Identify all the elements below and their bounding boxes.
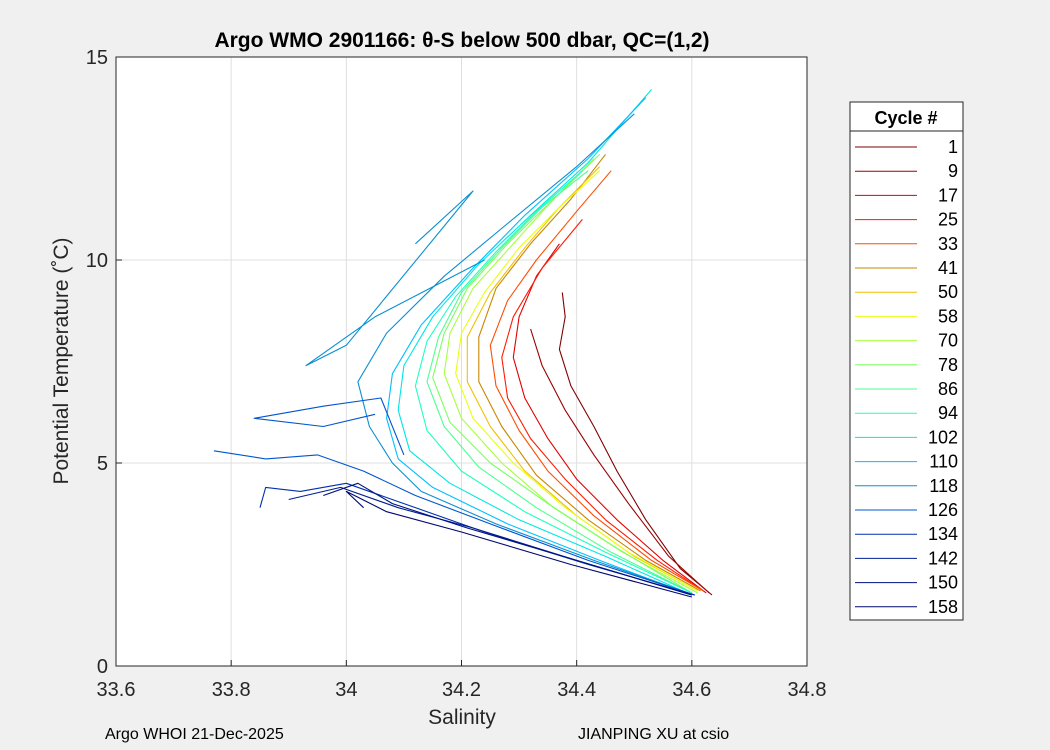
grid [116,57,807,666]
y-axis-label: Potential Temperature (˚C) [50,237,73,484]
x-axis-label: Salinity [428,706,496,729]
series-line-118 [357,113,695,596]
legend-label: 9 [948,161,958,181]
legend-label: 134 [928,524,958,544]
legend-title: Cycle # [874,108,937,128]
x-tick-label: 33.6 [97,679,136,701]
series-line-outliers-b [253,397,405,456]
series-line-86 [426,170,693,594]
legend-label: 126 [928,500,958,520]
y-tick-label: 15 [86,47,108,69]
legend-label: 25 [938,210,958,230]
series-line-25 [501,219,704,592]
legend-label: 86 [938,379,958,399]
legend-label: 1 [948,137,958,157]
legend-label: 58 [938,306,958,326]
legend-label: 70 [938,331,958,351]
series-layer [213,89,713,598]
series-line-outliers-a [305,190,485,367]
series-line-126 [213,450,695,596]
series-line-33 [489,170,704,592]
x-tick-label: 33.8 [212,679,251,701]
footer-left: Argo WHOI 21-Dec-2025 [105,726,284,743]
legend-label: 118 [929,476,958,496]
legend: Cycle # 19172533415058707886941021101181… [849,101,964,621]
x-tick-label: 34.2 [442,679,481,701]
legend-label: 102 [928,427,958,447]
series-line-41 [478,154,701,592]
series-line-158 [345,490,692,598]
series-line-1 [558,292,713,596]
series-line-58 [455,170,698,592]
legend-items: 1 9 17 25 33 41 50 58 70 78 86 94 102 110 118 126 134 142… [855,137,958,617]
series-line-102 [397,89,693,596]
series-line-110 [386,97,692,596]
y-ticks: 0 5 10 15 [86,47,122,678]
legend-label: 94 [938,403,958,423]
legend-label: 142 [928,548,958,568]
legend-label: 41 [938,258,958,278]
legend-label: 150 [928,573,958,593]
legend-label: 50 [938,282,958,302]
x-tick-label: 34.6 [672,679,711,701]
series-line-150 [323,482,692,596]
x-ticks: 33.6 33.8 34 34.2 34.4 34.6 34.8 [97,660,827,701]
series-line-78 [432,154,693,594]
legend-label: 33 [938,234,958,254]
series-line-94 [414,170,693,594]
x-tick-label: 34.4 [557,679,596,701]
x-tick-label: 34.8 [788,679,827,701]
y-tick-label: 0 [97,656,108,678]
legend-label: 110 [929,452,958,472]
footer-right: JIANPING XU at csio [578,726,730,743]
y-tick-label: 5 [97,453,108,475]
series-line-9 [530,328,710,594]
chart-title: Argo WMO 2901166: θ-S below 500 dbar, QC… [214,29,709,52]
series-line-17 [512,243,707,594]
x-tick-label: 34 [335,679,357,701]
legend-label: 78 [938,355,958,375]
legend-label: 17 [938,185,958,205]
legend-box [849,101,964,621]
legend-label: 158 [928,597,958,617]
y-tick-label: 10 [86,250,108,272]
